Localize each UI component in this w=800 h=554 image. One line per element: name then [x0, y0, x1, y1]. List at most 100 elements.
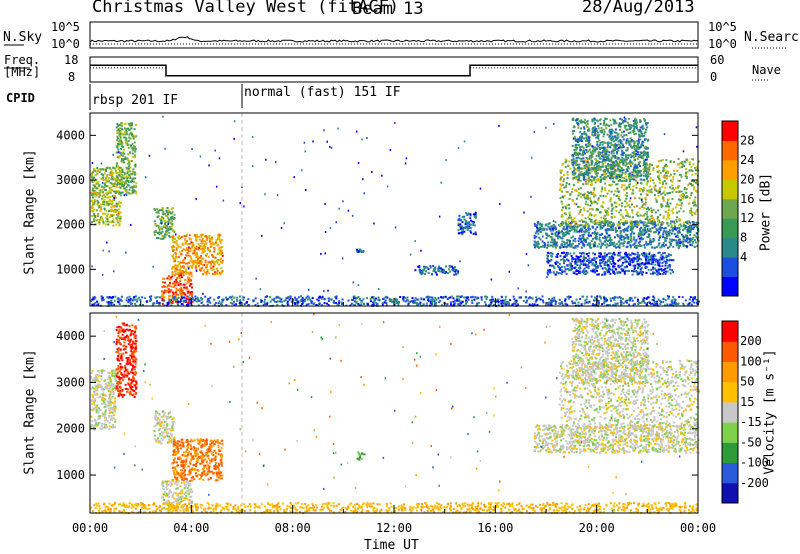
echo-cell: [573, 226, 576, 229]
echo-cell: [559, 224, 561, 227]
echo-cell: [98, 195, 101, 198]
echo-cell: [619, 140, 622, 143]
echo-cell: [537, 242, 540, 245]
echo-cell: [642, 157, 645, 160]
echo-cell: [558, 235, 561, 238]
echo-cell: [616, 302, 619, 305]
echo-cell: [454, 273, 457, 276]
echo-cell: [594, 303, 596, 306]
echo-cell: [90, 299, 92, 302]
echo-cell: [673, 173, 676, 176]
echo-cell: [596, 295, 599, 298]
echo-cell: [188, 276, 191, 279]
echo-cell: [259, 298, 262, 301]
echo-cell: [601, 141, 604, 143]
echo-cell: [125, 133, 128, 136]
echo-cell: [630, 235, 633, 238]
echo-cell: [201, 301, 204, 304]
echo-cell: [155, 237, 158, 240]
echo-cell: [357, 296, 360, 298]
echo-cell: [583, 132, 586, 135]
echo-cell: [90, 210, 93, 213]
echo-cell: [99, 209, 102, 212]
echo-cell: [174, 272, 177, 275]
echo-cell: [681, 193, 684, 196]
echo-cell: [637, 233, 640, 236]
echo-cell: [209, 237, 212, 240]
echo-cell: [609, 297, 612, 300]
echo-cell: [438, 301, 441, 304]
echo-cell: [431, 296, 434, 299]
echo-cell: [598, 139, 601, 142]
echo-cell: [542, 301, 545, 304]
echo-cell: [512, 295, 515, 298]
echo-cell: [424, 266, 427, 269]
echo-cell: [220, 271, 223, 274]
echo-cell: [671, 211, 674, 214]
echo-cell: [685, 173, 687, 176]
echo-cell: [550, 303, 553, 306]
echo-cell: [644, 151, 647, 154]
echo-cell: [581, 228, 584, 231]
echo-cell: [537, 232, 540, 235]
echo-cell: [131, 142, 134, 145]
echo-cell: [605, 127, 608, 130]
echo-cell: [116, 146, 119, 149]
echo-cell: [153, 220, 156, 223]
echo-cell: [127, 143, 129, 146]
echo-cell: [94, 192, 96, 195]
echo-cell: [654, 197, 657, 200]
echo-cell: [205, 266, 208, 269]
echo-cell: [123, 152, 126, 155]
echo-cell: [174, 240, 177, 243]
echo-cell: [119, 217, 122, 220]
echo-cell: [202, 273, 204, 276]
echo-cell: [603, 133, 606, 136]
echo-cell: [570, 226, 573, 228]
echo-cell: [577, 156, 580, 159]
echo-cell: [436, 273, 438, 276]
echo-cell: [126, 157, 129, 160]
echo-cell: [126, 127, 129, 130]
echo-cell: [206, 303, 209, 306]
echo-cell: [629, 299, 632, 302]
echo-cell: [457, 299, 460, 302]
echo-cell: [132, 155, 135, 158]
echo-cell: [299, 299, 302, 302]
echo-cell: [242, 298, 245, 301]
echo-cell: [427, 268, 430, 271]
echo-cell: [177, 236, 179, 239]
echo-cell: [668, 241, 671, 244]
echo-cell: [644, 165, 647, 168]
echo-cell: [574, 237, 577, 240]
echo-cell: [114, 295, 117, 298]
echo-cell: [550, 232, 553, 235]
echo-cell: [633, 236, 636, 239]
echo-cell: [174, 238, 176, 240]
echo-cell: [411, 300, 414, 303]
echo-cell: [673, 222, 676, 225]
echo-cell: [609, 184, 612, 187]
echo-cell: [569, 193, 572, 196]
echo-cell: [444, 272, 447, 274]
echo-cell: [612, 222, 615, 225]
echo-cell: [662, 233, 665, 236]
echo-cell: [91, 196, 94, 199]
echo-cell: [593, 126, 596, 129]
echo-cell: [91, 298, 94, 301]
echo-cell: [620, 302, 623, 305]
echo-cell: [194, 266, 197, 269]
echo-cell: [195, 234, 198, 237]
echo-cell: [206, 265, 208, 268]
echo-cell: [624, 233, 627, 236]
echo-cell: [590, 246, 593, 249]
echo-cell: [440, 270, 443, 273]
echo-cell: [418, 269, 421, 272]
echo-cell: [464, 227, 467, 230]
echo-cell: [613, 223, 615, 226]
echo-cell: [160, 219, 162, 222]
echo-cell: [179, 280, 182, 283]
echo-cell: [198, 261, 201, 264]
echo-cell: [95, 304, 98, 307]
echo-cell: [501, 301, 504, 303]
